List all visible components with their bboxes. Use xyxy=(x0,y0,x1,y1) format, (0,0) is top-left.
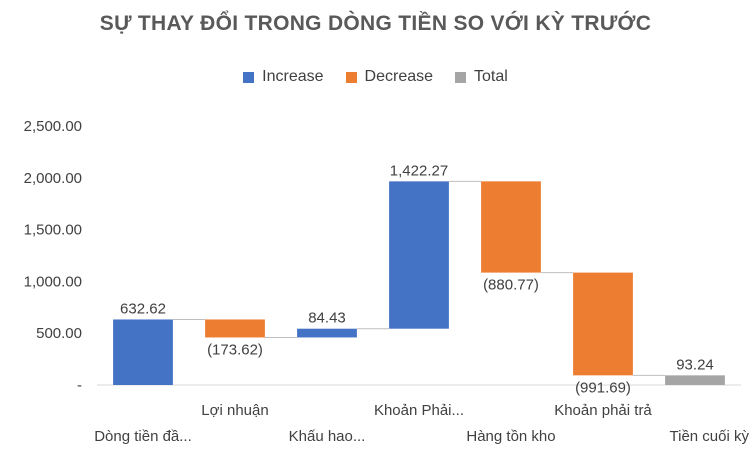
legend-label-decrease: Decrease xyxy=(364,68,434,85)
legend-item-total: Total xyxy=(455,68,508,86)
data-label: (991.69) xyxy=(575,379,631,396)
x-category-label: Khoản Phải... xyxy=(374,402,464,419)
data-label: 1,422.27 xyxy=(390,162,448,179)
y-tick-label: 500.00 xyxy=(36,325,82,342)
x-category-label: Tiền cuối kỳ xyxy=(670,428,750,445)
bar-increase xyxy=(297,328,357,338)
x-category-label: Khấu hao... xyxy=(289,428,366,445)
data-label: 632.62 xyxy=(120,300,166,317)
legend-label-increase: Increase xyxy=(262,68,324,85)
x-category-label: Hàng tồn kho xyxy=(466,428,555,445)
chart-legend: Increase Decrease Total xyxy=(0,68,751,86)
y-tick-label: 2,000.00 xyxy=(24,170,82,187)
legend-item-increase: Increase xyxy=(243,68,324,86)
data-label: (880.77) xyxy=(483,277,539,294)
data-label: 84.43 xyxy=(308,310,346,327)
x-category-label: Khoản phải trả xyxy=(554,402,652,419)
y-tick-label: 1,500.00 xyxy=(24,222,82,239)
chart-title: SỰ THAY ĐỔI TRONG DÒNG TIỀN SO VỚI KỲ TR… xyxy=(99,12,652,35)
y-tick-label: - xyxy=(77,377,82,394)
bar-increase xyxy=(389,181,449,329)
x-category-label: Lợi nhuận xyxy=(201,402,268,419)
x-category-label: Dòng tiền đầ... xyxy=(94,428,192,445)
bar-decrease xyxy=(481,181,541,273)
legend-label-total: Total xyxy=(474,68,508,85)
bar-total xyxy=(665,375,725,385)
bar-decrease xyxy=(573,272,633,376)
legend-item-decrease: Decrease xyxy=(345,68,434,86)
bar-decrease xyxy=(205,319,265,338)
y-tick-label: 1,000.00 xyxy=(24,273,82,290)
legend-swatch-decrease xyxy=(345,71,357,83)
y-tick-label: 2,500.00 xyxy=(24,118,82,135)
bar-increase xyxy=(113,319,173,385)
data-label: 93.24 xyxy=(676,356,714,373)
data-label: (173.62) xyxy=(207,341,263,358)
legend-swatch-total xyxy=(455,71,467,83)
legend-swatch-increase xyxy=(243,71,255,83)
